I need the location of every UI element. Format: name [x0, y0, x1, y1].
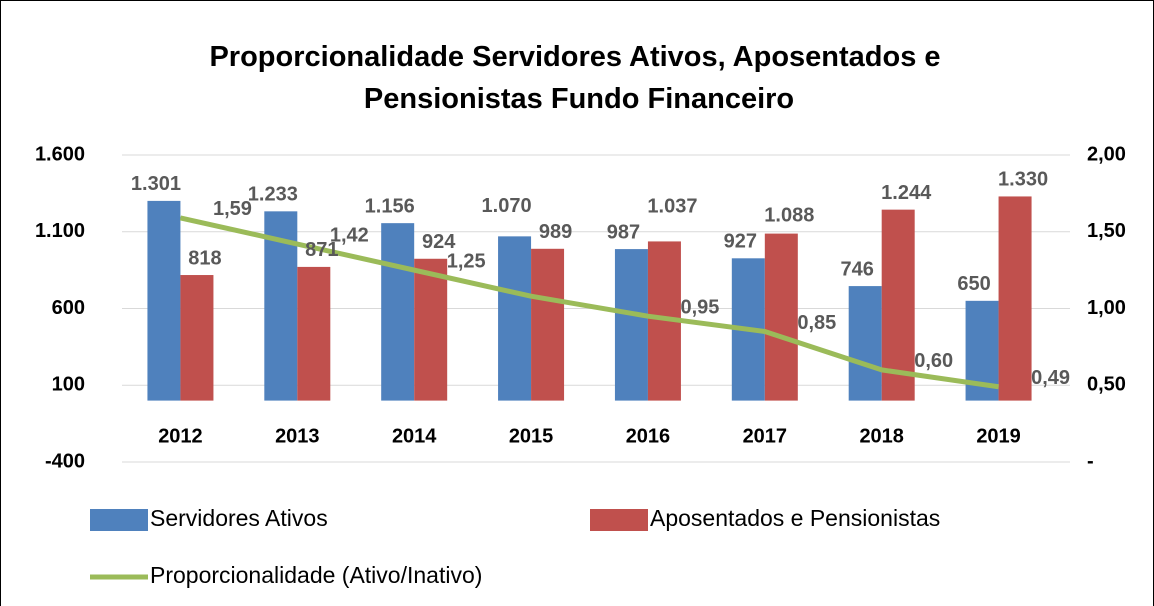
x-tick-label: 2012 [158, 425, 203, 447]
bar-value-label: 1.156 [365, 195, 415, 217]
y-tick-label: 600 [52, 297, 85, 319]
bar-value-label: 1.244 [881, 182, 932, 204]
y-tick-label: -400 [45, 450, 85, 472]
x-tick-label: 2015 [509, 425, 554, 447]
bar-value-label: 1.301 [131, 173, 181, 195]
line-value-label: 1,42 [330, 224, 369, 246]
bar-value-label: 871 [305, 239, 338, 261]
bar [764, 233, 798, 401]
line-value-label: 1,25 [447, 250, 486, 272]
title-line: Proporcionalidade Servidores Ativos, Apo… [209, 41, 940, 73]
line [179, 215, 999, 390]
bar-value-label: 746 [841, 258, 874, 280]
y2-tick-label: 1,50 [1087, 220, 1126, 242]
y2-tick-label: 2,00 [1087, 143, 1126, 165]
bar-value-label: 987 [607, 221, 640, 243]
line-value-label: 0,49 [1031, 367, 1070, 389]
bar-value-label: 989 [539, 221, 572, 243]
bar [614, 249, 648, 401]
legend-label: Aposentados e Pensionistas [650, 505, 940, 531]
bar-value-label: 927 [724, 231, 757, 253]
y2-tick-label: 1,00 [1087, 297, 1126, 319]
bar [531, 248, 565, 401]
line-value-label: 0,60 [914, 350, 953, 372]
line-value-label: 0,85 [797, 312, 836, 334]
legend-label: Proporcionalidade (Ativo/Inativo) [150, 562, 482, 588]
bar [414, 258, 448, 401]
y-tick-label: 1.600 [35, 143, 85, 165]
bar-value-label: 1.233 [248, 184, 298, 206]
x-tick-label: 2013 [275, 425, 320, 447]
bar-value-label: 818 [188, 247, 221, 269]
y2-tick-label: - [1087, 450, 1094, 472]
line-value-label: 1,59 [213, 198, 252, 220]
bar [498, 236, 532, 401]
legend-swatch [90, 509, 148, 531]
y-tick-label: 1.100 [35, 220, 85, 242]
bar-value-label: 1.088 [764, 205, 814, 227]
title-line: Pensionistas Fundo Financeiro [356, 83, 794, 115]
legend-label: Servidores Ativos [150, 505, 328, 531]
x-tick-label: 2017 [743, 425, 788, 447]
line-value-label: 0,95 [680, 296, 719, 318]
bar [998, 196, 1032, 401]
y2-tick-label: 0,50 [1087, 374, 1126, 396]
chart-title: Proporcionalidade Servidores Ativos, Apo… [209, 41, 940, 115]
x-tick-label: 2014 [392, 425, 437, 447]
bar-value-label: 1.070 [482, 195, 532, 217]
x-tick-label: 2018 [859, 425, 904, 447]
bar [147, 200, 181, 401]
legend-swatch [590, 509, 648, 531]
x-tick-label: 2016 [626, 425, 671, 447]
y-tick-label: 100 [52, 374, 85, 396]
bar-value-label: 1.037 [647, 195, 697, 217]
x-tick-label: 2019 [976, 425, 1021, 447]
bar-value-label: 650 [957, 273, 990, 295]
bar-value-label: 1.330 [998, 169, 1048, 191]
bar [297, 266, 331, 401]
bar [381, 223, 415, 401]
bar-value-label: 924 [422, 231, 456, 253]
bar [180, 275, 214, 401]
bar [848, 286, 882, 401]
